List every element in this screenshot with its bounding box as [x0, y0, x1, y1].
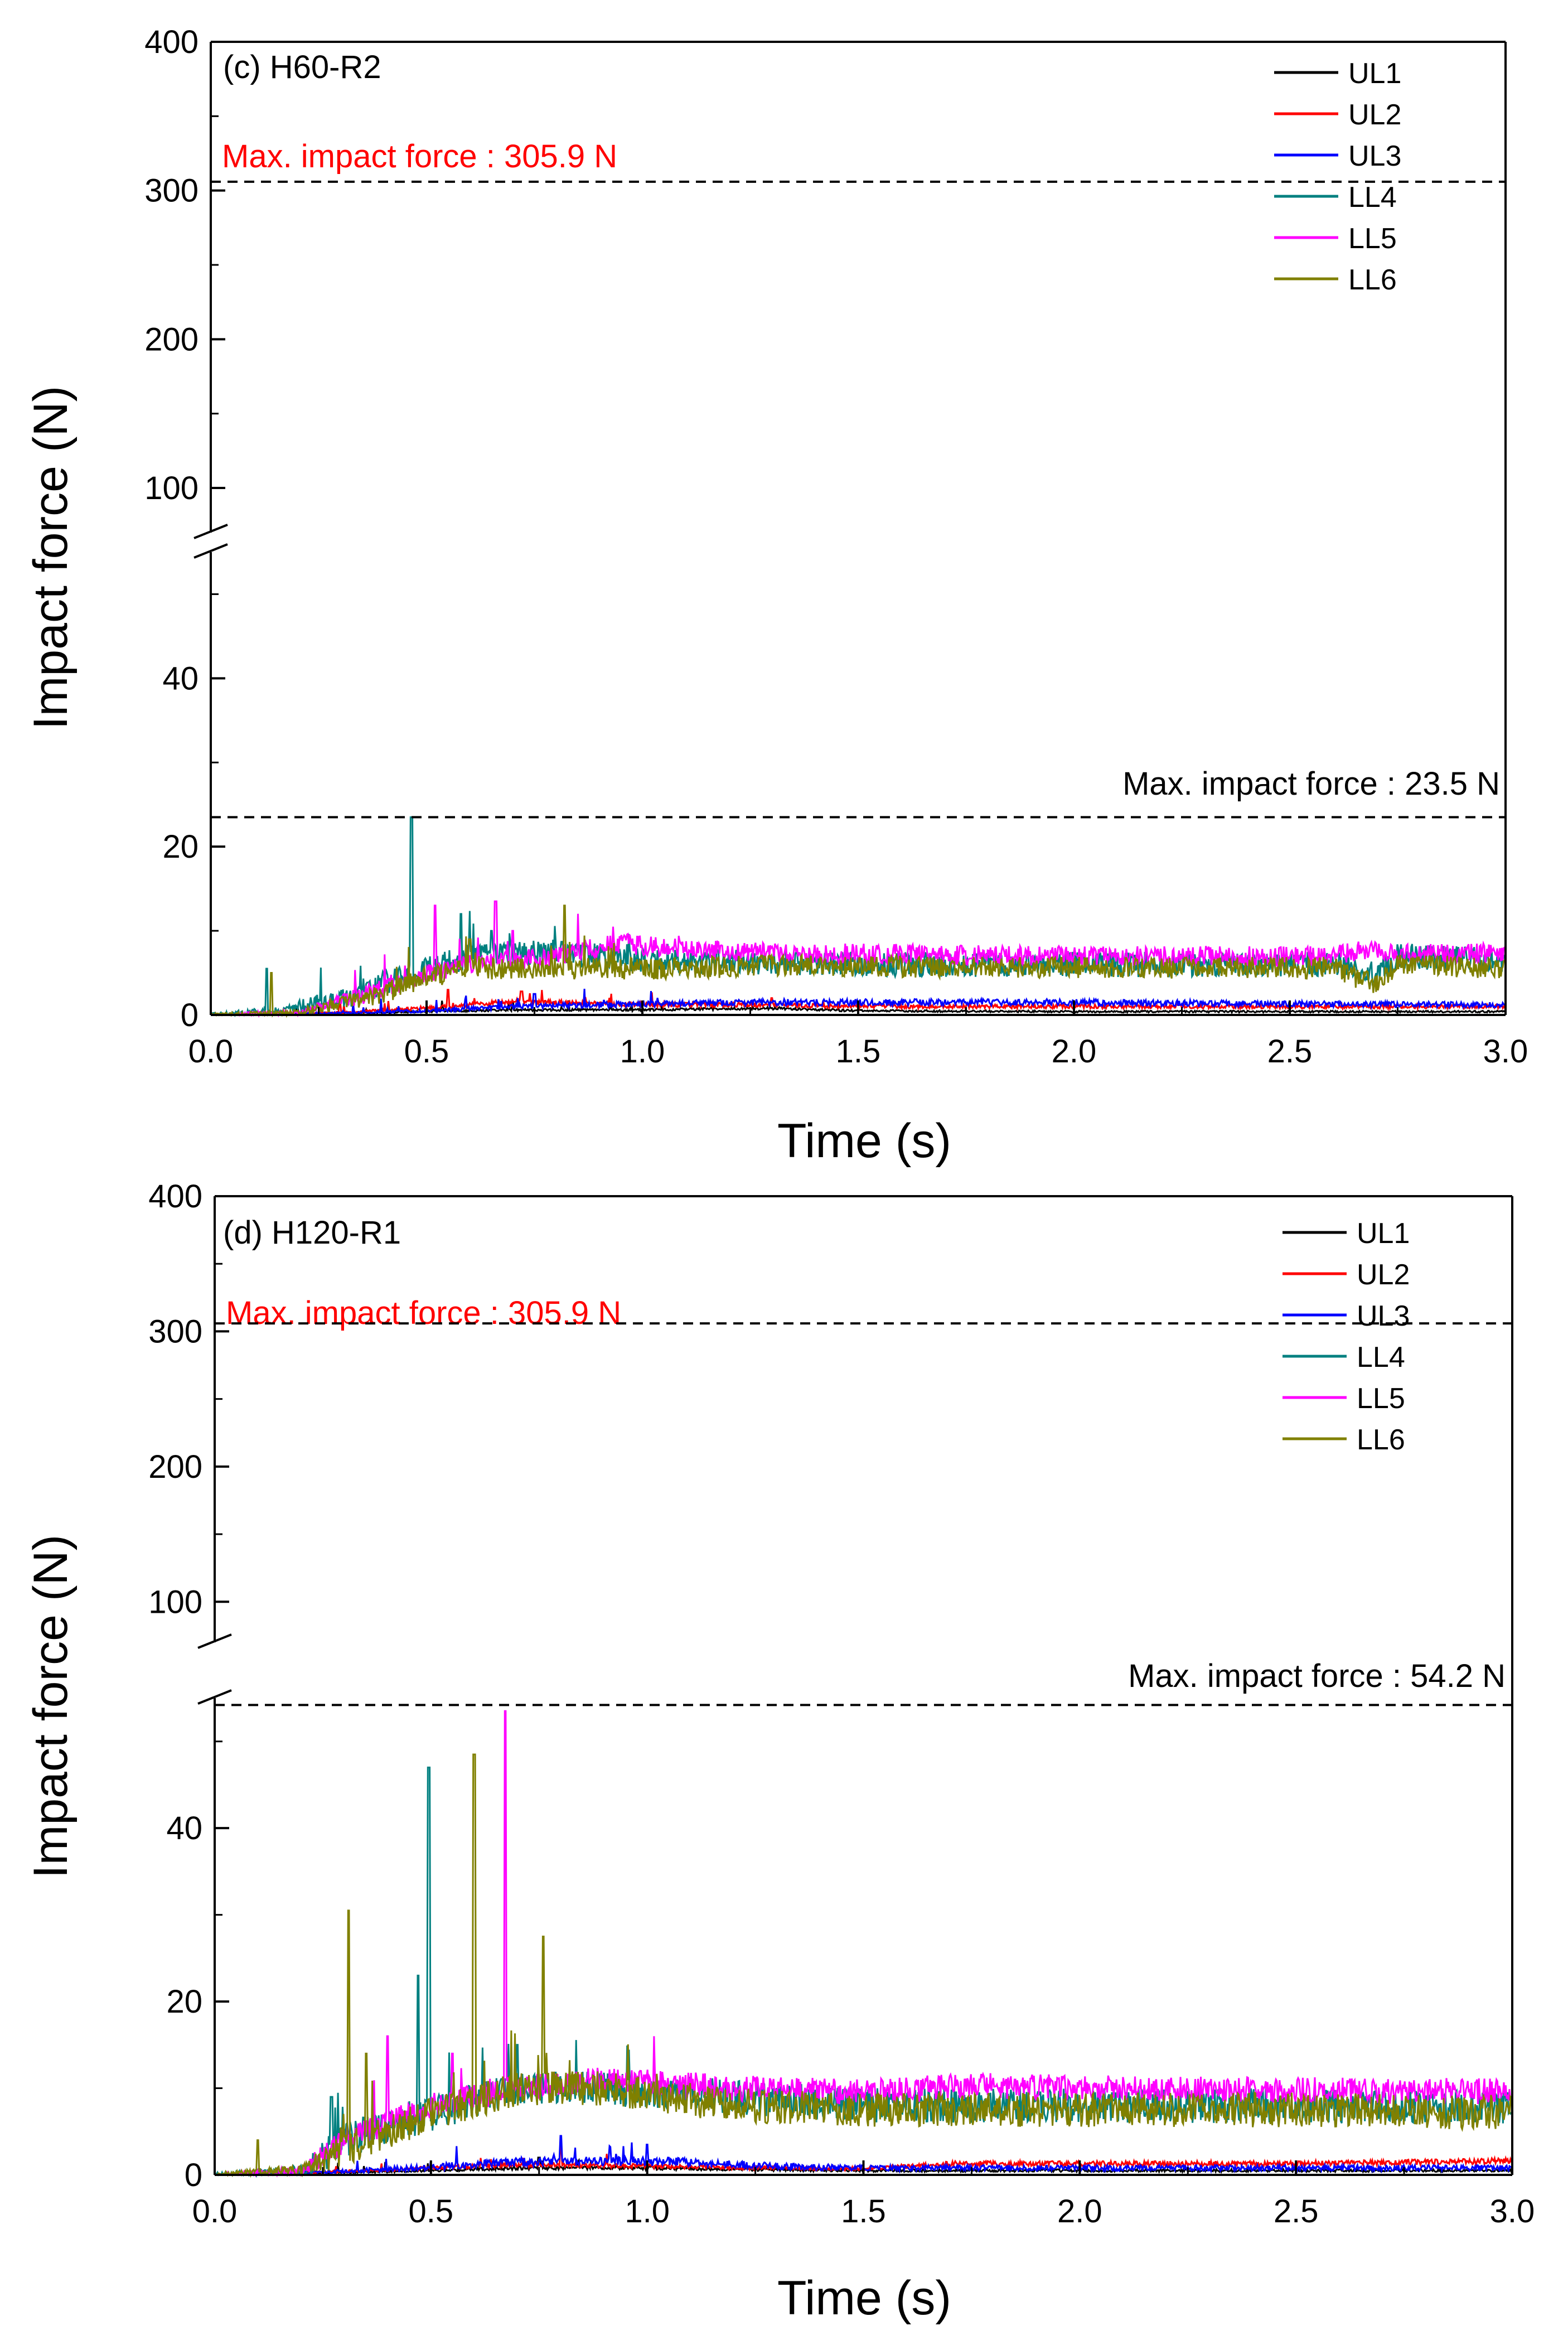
axis-break-mark — [197, 1689, 232, 1705]
x-tick-label: 2.0 — [1057, 2193, 1102, 2230]
x-axis-label-d: Time (s) — [777, 2271, 951, 2325]
axis-break-mark — [193, 524, 228, 539]
x-tick-label: 1.5 — [836, 1033, 881, 1070]
series-line-ll5 — [210, 900, 1507, 1018]
y-tick-label: 400 — [148, 1178, 202, 1215]
series-group — [214, 1710, 1513, 2178]
x-tick-label: 0.5 — [409, 2193, 454, 2230]
panel-label-c: (c) H60-R2 — [223, 49, 381, 85]
series-line-ll5 — [214, 1710, 1513, 2178]
y-tick-label: 200 — [144, 321, 199, 357]
axis-break-mark — [193, 543, 228, 559]
x-tick-label: 1.5 — [841, 2193, 886, 2230]
legend-label-ul2: UL2 — [1357, 1259, 1410, 1291]
x-tick-label: 3.0 — [1483, 1033, 1528, 1070]
x-tick-label: 1.0 — [625, 2193, 670, 2230]
y-tick-label: 400 — [144, 24, 199, 60]
y-tick-label: 200 — [148, 1449, 202, 1485]
y-tick-label: 40 — [166, 1810, 202, 1846]
legend-label-ul3: UL3 — [1357, 1300, 1410, 1332]
series-line-ll6 — [211, 905, 1507, 1018]
max-force-annotation-lower: Max. impact force : 54.2 N — [1128, 1658, 1506, 1694]
plot-frame — [210, 41, 1507, 1016]
legend-c: UL1 UL2 UL3 LL4 LL5 LL6 — [1274, 57, 1401, 296]
legend-label-ul1: UL1 — [1348, 57, 1401, 90]
y-tick-label: 40 — [162, 660, 199, 697]
panel-c: (c) H60-R2 UL1 UL2 UL3 LL4 LL5 LL6 Max. impac… — [24, 24, 1528, 1168]
max-force-annotation-upper: Max. impact force : 305.9 N — [226, 1295, 621, 1331]
y-axis-label-c: Impact force (N) — [24, 386, 78, 729]
x-tick-label: 1.0 — [620, 1033, 665, 1070]
legend-label-ll5: LL5 — [1348, 223, 1397, 255]
legend-label-ul3: UL3 — [1348, 140, 1401, 172]
legend-label-ul1: UL1 — [1357, 1217, 1410, 1250]
y-axis-label-d: Impact force (N) — [24, 1535, 78, 1878]
x-tick-label: 2.0 — [1052, 1033, 1097, 1070]
y-tick-label: 100 — [144, 470, 199, 506]
y-tick-label: 300 — [144, 173, 199, 209]
legend-d: UL1 UL2 UL3 LL4 LL5 LL6 — [1283, 1217, 1410, 1456]
series-line-ll6 — [214, 1753, 1513, 2178]
legend-label-ll6: LL6 — [1348, 264, 1397, 296]
y-tick-label: 0 — [181, 997, 199, 1033]
legend-label-ll4: LL4 — [1357, 1341, 1405, 1374]
x-tick-label: 0.5 — [404, 1033, 449, 1070]
x-tick-label: 0.0 — [188, 1033, 234, 1070]
series-group — [210, 816, 1507, 1018]
y-tick-label: 100 — [148, 1584, 202, 1620]
legend-label-ll6: LL6 — [1357, 1424, 1405, 1456]
panel-label-d: (d) H120-R1 — [223, 1215, 401, 1251]
y-tick-label: 300 — [148, 1313, 202, 1350]
y-tick-label: 0 — [185, 2157, 202, 2193]
x-tick-label: 0.0 — [192, 2193, 238, 2230]
y-tick-label: 20 — [166, 1984, 202, 2020]
x-tick-label: 2.5 — [1274, 2193, 1319, 2230]
y-tick-label: 20 — [162, 829, 199, 865]
legend-label-ll4: LL4 — [1348, 181, 1397, 214]
axis-break-mark — [197, 1633, 232, 1649]
max-force-annotation-upper: Max. impact force : 305.9 N — [222, 138, 617, 175]
legend-label-ll5: LL5 — [1357, 1382, 1405, 1415]
panel-d: (d) H120-R1 UL1 UL2 UL3 LL4 LL5 LL6 Max. impa… — [24, 1178, 1535, 2325]
x-tick-label: 3.0 — [1490, 2193, 1535, 2230]
max-force-annotation-lower: Max. impact force : 23.5 N — [1122, 766, 1500, 802]
legend-label-ul2: UL2 — [1348, 99, 1401, 131]
x-tick-label: 2.5 — [1267, 1033, 1313, 1070]
x-axis-label-c: Time (s) — [777, 1114, 951, 1168]
